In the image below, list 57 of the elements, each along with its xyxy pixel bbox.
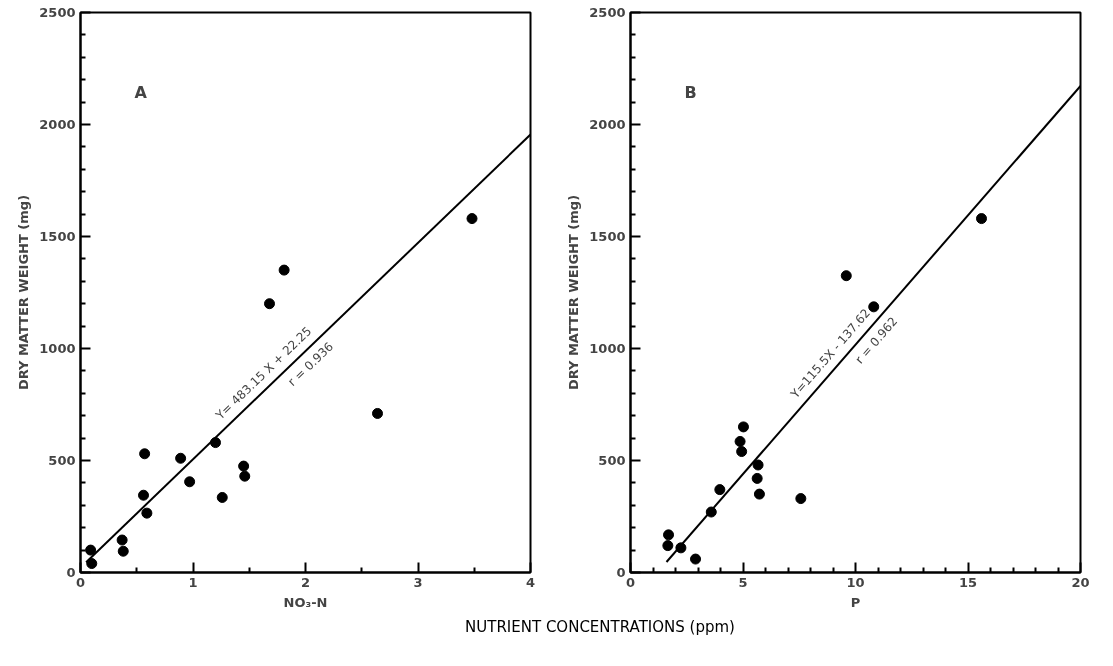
text: A xyxy=(134,83,148,103)
y-axis-title: DRY MATTER WEIGHT (mg) xyxy=(16,194,32,391)
point xyxy=(868,301,880,313)
point xyxy=(751,472,763,484)
y-tick-label: 1000 xyxy=(39,341,76,356)
point xyxy=(663,529,675,541)
point xyxy=(175,452,187,464)
point xyxy=(753,488,765,500)
y-tick-label: 2500 xyxy=(589,5,626,20)
x-tick-label: 10 xyxy=(846,574,865,590)
point xyxy=(239,470,251,482)
x-tick-label: 0 xyxy=(75,574,86,590)
point xyxy=(690,553,702,565)
point xyxy=(466,213,478,225)
point xyxy=(238,460,250,472)
y-tick-label: 1500 xyxy=(589,229,626,244)
point xyxy=(752,459,764,471)
y-axis-title: DRY MATTER WEIGHT (mg) xyxy=(566,194,582,391)
x-axis-title: P xyxy=(850,594,861,610)
x-axis-title: NO₃-N xyxy=(283,594,328,610)
point xyxy=(714,484,726,496)
y-tick-label: 2000 xyxy=(589,117,626,132)
y-tick-label: 2500 xyxy=(39,5,76,20)
point xyxy=(116,534,128,546)
point xyxy=(184,476,196,488)
point xyxy=(976,213,987,225)
point xyxy=(737,421,749,433)
point xyxy=(264,298,275,310)
y-tick-label: 500 xyxy=(598,453,626,468)
point xyxy=(662,540,674,552)
point xyxy=(372,407,383,419)
x-tick-label: 20 xyxy=(1071,574,1090,590)
y-tick-label: 1000 xyxy=(589,341,626,356)
x-tick-label: 3 xyxy=(413,574,423,590)
text: NUTRIENT CONCENTRATIONS (ppm) xyxy=(465,617,735,638)
y-tick-label: 500 xyxy=(48,453,76,468)
point xyxy=(117,545,129,557)
y-tick-label: 1500 xyxy=(39,229,76,244)
point xyxy=(141,507,153,519)
x-tick-label: 15 xyxy=(958,574,978,590)
x-tick-label: 2 xyxy=(300,574,311,590)
x-tick-label: 0 xyxy=(625,574,636,590)
point xyxy=(734,435,746,447)
point xyxy=(278,264,290,276)
point xyxy=(139,448,151,460)
point xyxy=(138,489,149,501)
point xyxy=(216,491,228,503)
point xyxy=(86,558,98,570)
point xyxy=(840,270,852,282)
x-tick-label: 4 xyxy=(525,574,536,590)
x-tick-label: 5 xyxy=(738,574,748,590)
text: B xyxy=(684,83,697,103)
point xyxy=(795,493,807,505)
x-tick-label: 1 xyxy=(188,574,198,590)
y-tick-label: 2000 xyxy=(39,117,76,132)
point xyxy=(85,544,97,556)
point xyxy=(736,446,748,458)
